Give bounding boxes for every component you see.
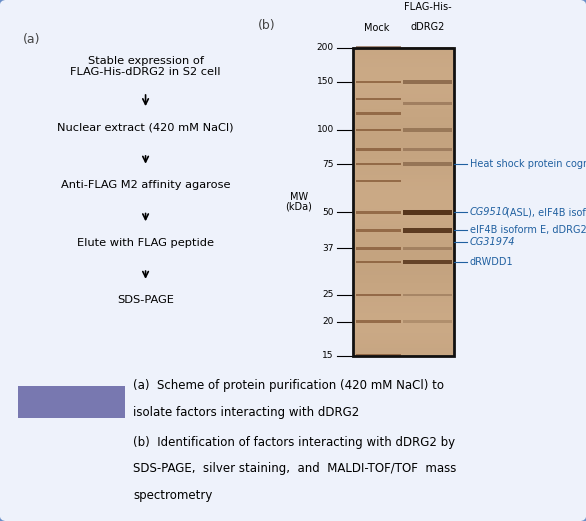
Bar [353, 175, 454, 179]
Bar [356, 229, 401, 232]
Bar [353, 251, 454, 256]
Bar [403, 320, 452, 322]
Text: dDRG2: dDRG2 [411, 21, 445, 32]
Text: (kDa): (kDa) [285, 202, 312, 212]
Bar [403, 80, 452, 84]
Bar [353, 232, 454, 237]
Bar [353, 332, 454, 337]
Text: dRWDD1: dRWDD1 [470, 257, 513, 267]
Bar [353, 286, 454, 290]
Bar [353, 328, 454, 332]
Bar [353, 117, 454, 121]
Text: SDS-PAGE,  silver staining,  and  MALDI-TOF/TOF  mass: SDS-PAGE, silver staining, and MALDI-TOF… [133, 462, 456, 475]
Bar [353, 55, 454, 59]
Text: Elute with FLAG peptide: Elute with FLAG peptide [77, 238, 214, 248]
Bar [353, 178, 454, 182]
Text: 150: 150 [316, 77, 334, 86]
Bar [353, 197, 454, 202]
Text: Nuclear extract (420 mM NaCl): Nuclear extract (420 mM NaCl) [57, 122, 234, 133]
Bar [356, 129, 401, 131]
FancyBboxPatch shape [15, 386, 125, 418]
Bar [403, 294, 452, 296]
Text: (ASL), eIF4B isoform B: (ASL), eIF4B isoform B [506, 207, 586, 217]
Text: (a): (a) [22, 33, 40, 46]
Bar [353, 228, 454, 232]
Bar [356, 211, 401, 214]
Bar [403, 259, 452, 264]
Bar [356, 46, 401, 49]
Bar [353, 85, 454, 90]
Text: Anti-FLAG M2 affinity agarose: Anti-FLAG M2 affinity agarose [61, 180, 230, 190]
Bar [353, 140, 454, 144]
Text: 50: 50 [322, 208, 334, 217]
Bar [353, 47, 454, 356]
Bar [353, 275, 454, 279]
Bar [356, 112, 401, 115]
Bar [403, 148, 452, 151]
Bar [353, 51, 454, 55]
Bar [356, 354, 401, 357]
Bar [353, 151, 454, 155]
Bar [403, 247, 452, 250]
Text: 15: 15 [322, 351, 334, 360]
Text: CG31974: CG31974 [470, 237, 515, 247]
Bar [353, 167, 454, 171]
Text: 20: 20 [322, 317, 334, 326]
Bar [353, 263, 454, 267]
Text: 100: 100 [316, 126, 334, 134]
Bar [356, 81, 401, 83]
Bar [403, 163, 452, 166]
Bar [353, 220, 454, 225]
Text: SDS-PAGE: SDS-PAGE [117, 295, 174, 305]
Bar [353, 247, 454, 252]
Bar [353, 294, 454, 298]
Bar [353, 313, 454, 317]
Bar [353, 147, 454, 152]
Text: isolate factors interacting with dDRG2: isolate factors interacting with dDRG2 [133, 406, 359, 419]
Text: eIF4B isoform E, dDRG2: eIF4B isoform E, dDRG2 [470, 226, 586, 235]
Bar [353, 66, 454, 71]
Text: MW: MW [290, 192, 308, 202]
Bar [353, 201, 454, 205]
Text: Heat shock protein cognate 4: Heat shock protein cognate 4 [470, 159, 586, 169]
Text: CG9510: CG9510 [470, 207, 509, 217]
Bar [353, 259, 454, 263]
Bar [353, 317, 454, 321]
Bar [403, 228, 452, 233]
Bar [353, 97, 454, 102]
Bar [356, 247, 401, 250]
Bar [353, 340, 454, 344]
Bar [353, 101, 454, 105]
Bar [353, 302, 454, 306]
Text: (a)  Scheme of protein purification (420 mM NaCl) to: (a) Scheme of protein purification (420 … [133, 379, 444, 392]
Bar [353, 70, 454, 75]
Bar [353, 113, 454, 117]
Bar [353, 63, 454, 67]
Bar [353, 217, 454, 221]
Bar [353, 132, 454, 136]
Bar [353, 120, 454, 125]
Text: Mock: Mock [364, 23, 390, 33]
Bar [353, 205, 454, 209]
Bar [356, 320, 401, 322]
Bar [403, 209, 452, 215]
Bar [353, 47, 454, 52]
Bar [353, 128, 454, 132]
Text: (b): (b) [258, 19, 275, 32]
Bar [353, 321, 454, 325]
Bar [353, 90, 454, 94]
Bar [353, 278, 454, 282]
Bar [353, 59, 454, 63]
Text: 37: 37 [322, 244, 334, 253]
Bar [353, 352, 454, 356]
Bar [353, 209, 454, 213]
Bar [353, 105, 454, 109]
Text: Stable expression of
FLAG-His-dDRG2 in S2 cell: Stable expression of FLAG-His-dDRG2 in S… [70, 56, 221, 78]
Bar [356, 180, 401, 182]
Bar [353, 124, 454, 128]
Bar [353, 270, 454, 275]
Bar [353, 190, 454, 194]
Text: (b)  Identification of factors interacting with dDRG2 by: (b) Identification of factors interactin… [133, 436, 455, 449]
Bar [353, 344, 454, 348]
